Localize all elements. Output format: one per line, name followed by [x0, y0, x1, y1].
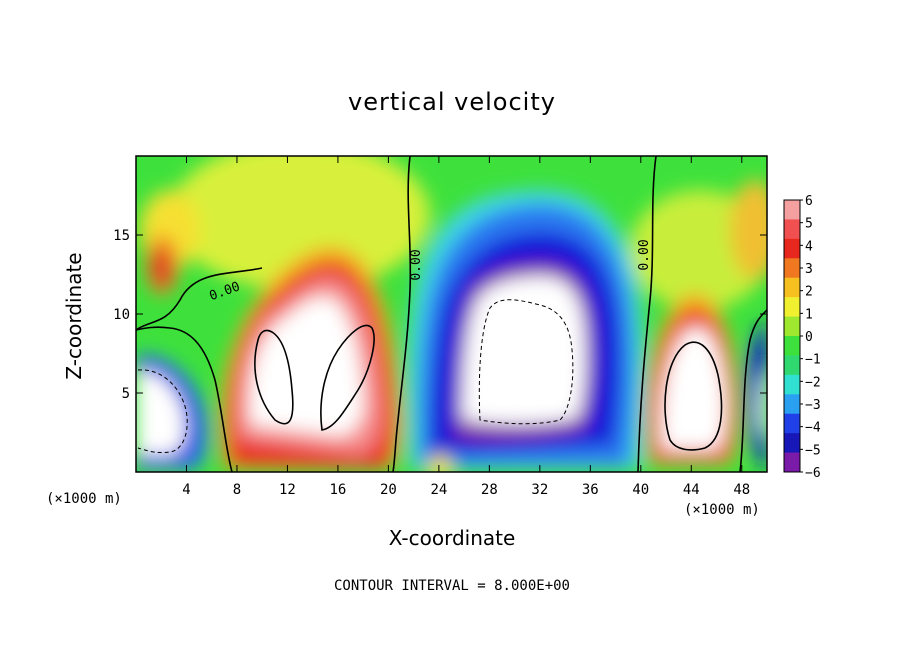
- x-unit-label-left: (×1000 m): [46, 491, 122, 507]
- field-region-3: [730, 180, 767, 280]
- contour-negative-0: [137, 369, 188, 453]
- colorbar: 6 5 4 3 2 1 0 −1 −2 −3 −4 −5 −6: [783, 194, 821, 481]
- x-tick-label-6: 28: [481, 482, 498, 498]
- colorbar-swatch-11: [784, 413, 800, 434]
- field-region-5: [152, 248, 172, 288]
- colorbar-tick-label-9: −3: [805, 398, 821, 413]
- colorbar-swatch-2: [784, 238, 800, 259]
- x-tick-label-1: 8: [233, 482, 241, 498]
- y-axis-ticks: 5 10 15: [113, 228, 767, 402]
- contour-interval-note: CONTOUR INTERVAL = 8.000E+00: [333, 578, 570, 594]
- colorbar-tick-label-4: 2: [805, 285, 813, 300]
- contour-label-1: 0.00: [409, 249, 424, 280]
- contour-label-2: 0.00: [637, 239, 652, 270]
- colorbar-swatch-9: [784, 374, 800, 395]
- field-region-0: [170, 156, 430, 290]
- contour-zero-5: [254, 329, 294, 425]
- x-axis-label: X-coordinate: [388, 526, 516, 550]
- colorbar-swatch-4: [784, 277, 800, 298]
- contour-zero-3: [136, 326, 233, 472]
- y-tick-label-0: 5: [122, 386, 130, 402]
- colorbar-tick-label-7: −1: [805, 353, 821, 368]
- field-region-17: [462, 276, 586, 425]
- colorbar-tick-label-2: 4: [805, 239, 813, 254]
- field-region-22: [759, 370, 767, 440]
- x-axis-ticks: 4 8 12 16 20 24 28 32 36 40 44 48: [182, 156, 750, 498]
- colorbar-swatch-10: [784, 394, 800, 415]
- x-tick-label-11: 48: [733, 482, 750, 498]
- contour-lines: [136, 156, 767, 472]
- contour-zero-0: [392, 156, 412, 472]
- colorbar-tick-label-10: −4: [805, 421, 821, 436]
- colorbar-tick-label-3: 3: [805, 262, 813, 277]
- x-tick-label-9: 40: [632, 482, 649, 498]
- x-tick-label-7: 32: [531, 482, 548, 498]
- contour-zero-7: [664, 341, 723, 451]
- colorbar-swatch-7: [784, 336, 800, 356]
- colorbar-tick-label-12: −6: [805, 466, 821, 481]
- colorbar-tick-label-11: −5: [805, 443, 821, 458]
- colorbar-swatch-12: [784, 433, 800, 454]
- field-region-21: [747, 320, 767, 470]
- colorbar-swatch-8: [784, 355, 800, 376]
- y-tick-label-2: 15: [113, 228, 130, 244]
- colorbar-tick-label-1: 5: [805, 217, 813, 232]
- x-tick-label-3: 16: [329, 482, 346, 498]
- x-tick-label-10: 44: [683, 482, 700, 498]
- field-region-9: [249, 296, 364, 437]
- colorbar-swatch-1: [784, 219, 800, 240]
- colorbar-tick-label-6: 0: [805, 330, 813, 345]
- colorbar-tick-label-5: 1: [805, 307, 813, 322]
- y-tick-label-1: 10: [113, 307, 130, 323]
- x-tick-label-5: 24: [430, 482, 447, 498]
- colorbar-tick-label-0: 6: [805, 194, 813, 209]
- x-tick-label-8: 36: [582, 482, 599, 498]
- colorbar-swatch-0: [784, 200, 800, 220]
- contour-zero-6: [320, 324, 375, 431]
- contour-zero-1: [637, 156, 657, 472]
- contour-zero-4: [739, 309, 767, 472]
- field-region-23: [428, 454, 452, 472]
- contour-negative-1: [478, 299, 574, 425]
- field-region-12: [661, 326, 726, 450]
- colorbar-tick-label-8: −2: [805, 375, 821, 390]
- contour-zero-2: [136, 267, 263, 331]
- x-tick-label-0: 4: [182, 482, 190, 498]
- x-unit-label-right: (×1000 m): [684, 502, 760, 518]
- x-tick-label-2: 12: [279, 482, 296, 498]
- plot-area: [136, 156, 767, 472]
- field-region-20: [136, 371, 186, 455]
- velocity-field: [136, 156, 767, 472]
- colorbar-swatch-3: [784, 258, 800, 279]
- x-tick-label-4: 20: [380, 482, 397, 498]
- colorbar-swatch-5: [784, 297, 800, 318]
- colorbar-swatch-6: [784, 316, 800, 337]
- chart-title: vertical velocity: [348, 88, 556, 116]
- colorbar-swatch-13: [784, 452, 800, 473]
